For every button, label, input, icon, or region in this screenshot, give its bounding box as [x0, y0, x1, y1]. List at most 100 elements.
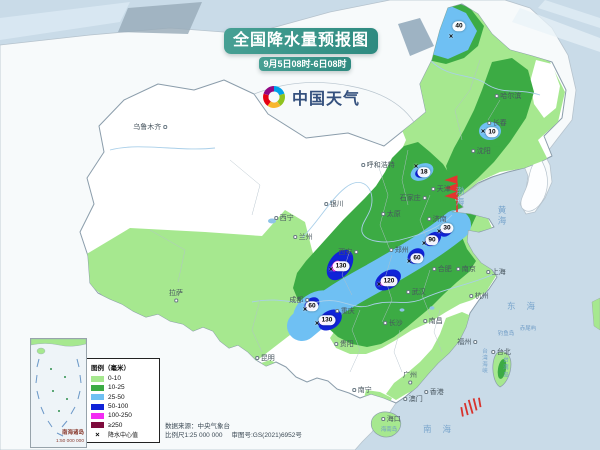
city-label: 太原	[381, 209, 401, 219]
china-weather-logo-icon	[263, 86, 285, 108]
island-label: 海南岛	[380, 427, 398, 433]
city-name: 合肥	[437, 266, 452, 273]
city-label: 西宁	[274, 213, 294, 223]
city-label: 南昌	[423, 316, 443, 326]
approval-number: 审图号:GS(2021)6952号	[231, 431, 302, 439]
city-dot	[406, 290, 410, 294]
city-dot	[255, 356, 259, 360]
city-dot	[174, 298, 178, 302]
data-source-block: 数据来源：中央气象台 比例尺1:25 000 000 审图号:GS(2021)69…	[165, 423, 311, 440]
city-label: 合肥	[432, 264, 452, 274]
precip-center-value: 40	[452, 21, 466, 31]
city-label: 长春	[487, 118, 507, 128]
city-dot	[389, 248, 393, 252]
red-hatched-islands-mark	[460, 397, 482, 417]
city-dot	[408, 380, 412, 384]
city-label: 济南	[427, 214, 447, 224]
legend-row: 0-10	[91, 374, 155, 383]
city-dot	[487, 121, 491, 125]
legend-swatch	[91, 412, 104, 419]
precip-center-value: 120	[380, 276, 398, 286]
korea-peninsula	[520, 157, 548, 212]
legend-swatch	[91, 403, 104, 410]
legend-label: 50-100	[108, 403, 129, 411]
city-name: 银川	[329, 201, 344, 208]
island-label: 台湾岛	[502, 356, 508, 380]
precip-center-value: 130	[332, 261, 350, 271]
legend-row: 100-250	[91, 411, 155, 420]
china-weather-logo: 中国天气	[261, 84, 360, 110]
city-name: 兰州	[298, 234, 313, 241]
city-name: 昆明	[260, 355, 275, 362]
city-name: 南京	[461, 266, 476, 273]
legend-row: 50-100	[91, 402, 155, 411]
city-label: 长沙	[383, 318, 403, 328]
precip-center-cross: ×	[448, 33, 454, 41]
city-label: 沈阳	[471, 146, 491, 156]
city-name: 广州	[403, 372, 417, 379]
map-subtitle: 9月5日08时-6日08时	[263, 59, 347, 69]
city-dot	[424, 390, 428, 394]
city-name: 台北	[496, 349, 511, 356]
city-dot	[423, 319, 427, 323]
map-subtitle-banner: 9月5日08时-6日08时	[259, 57, 351, 71]
precip-center-value: 10	[485, 127, 499, 137]
city-label: 乌鲁木齐	[133, 122, 167, 132]
city-dot	[381, 417, 385, 421]
legend-swatch	[91, 384, 104, 391]
legend-row: 25-50	[91, 393, 155, 402]
city-label: 兰州	[293, 232, 313, 242]
precip-center-value: 130	[318, 315, 336, 325]
map-scale: 比例尺1:25 000 000	[165, 431, 223, 439]
china-weather-wordmark: 中国天气	[292, 91, 361, 108]
city-name: 石家庄	[399, 195, 421, 202]
city-dot	[422, 196, 427, 200]
city-label: 西安	[338, 247, 358, 257]
city-label: 福州	[457, 337, 477, 347]
inset-islands	[50, 368, 68, 412]
city-label: 呼和浩特	[361, 160, 395, 170]
city-dot	[361, 163, 365, 167]
precip-center-marker-icon: ×	[95, 429, 100, 439]
legend-label: 10-25	[108, 384, 125, 392]
city-label: 南京	[456, 264, 476, 274]
city-label: 郑州	[389, 245, 409, 255]
city-dot	[335, 309, 339, 313]
inset-map	[30, 338, 87, 447]
city-label: 重庆	[335, 306, 355, 316]
city-name: 福州	[457, 339, 472, 346]
map-title: 全国降水量预报图	[232, 32, 369, 49]
city-dot	[473, 340, 477, 344]
precip-center-cross: ×	[413, 163, 419, 171]
city-dot	[427, 217, 431, 221]
city-name: 哈尔滨	[500, 93, 522, 100]
inset-title: 南海诸岛	[61, 430, 84, 436]
inset-scale: 1:50 000 000	[55, 439, 84, 444]
city-dot	[381, 212, 385, 216]
rivers	[109, 59, 541, 308]
legend-marker-row: × 降水中心值	[91, 430, 155, 439]
city-name: 杭州	[474, 293, 489, 300]
legend-row: 10-25	[91, 383, 155, 392]
precip-center-cross: ×	[314, 320, 320, 328]
legend-label: ≥250	[108, 421, 123, 429]
sea-label: 台湾海峡	[481, 348, 487, 374]
data-source-line: 数据来源：中央气象台	[165, 423, 230, 430]
legend-row: ≥250	[91, 420, 155, 429]
city-label: 昆明	[255, 353, 275, 363]
city-label: 上海	[486, 267, 506, 277]
legend-label: 100-250	[108, 412, 132, 420]
hainan-island	[370, 411, 402, 438]
precip-center-cross: ×	[436, 228, 442, 236]
legend-title: 图例（毫米）	[91, 365, 130, 372]
city-name: 西宁	[279, 215, 294, 222]
city-name: 成都	[289, 297, 304, 304]
legend-rows: 0-10 10-25 25-50 50-100 100-250 ≥250	[91, 374, 155, 430]
city-name: 香港	[429, 389, 444, 396]
city-dot	[383, 321, 387, 325]
city-name: 太原	[386, 211, 401, 218]
city-label: 银川	[324, 199, 344, 209]
city-label: 广州	[403, 370, 417, 384]
